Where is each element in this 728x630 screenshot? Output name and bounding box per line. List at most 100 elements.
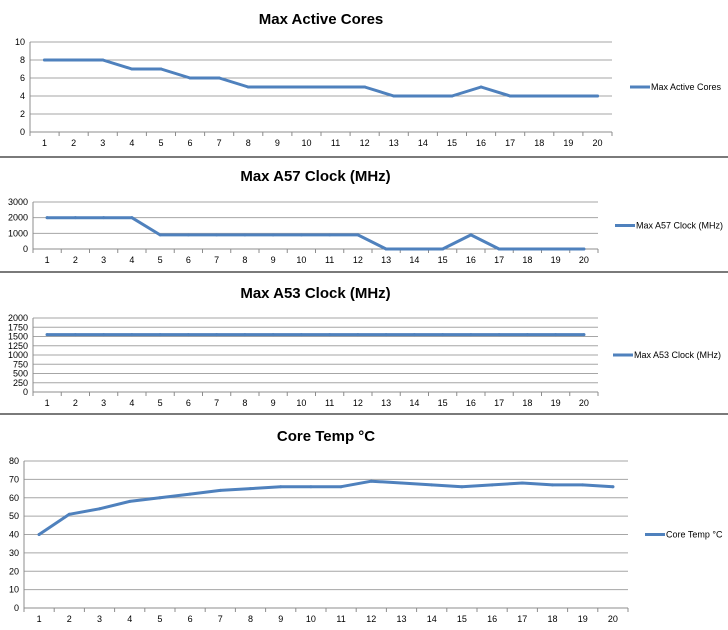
y-tick-label: 0: [23, 387, 28, 397]
data-point: [271, 333, 275, 337]
x-tick-label: 15: [438, 255, 448, 265]
x-tick-label: 4: [129, 138, 134, 148]
chart-title: Max Active Cores: [259, 11, 384, 28]
data-point: [309, 485, 313, 489]
chart-max-a57-clock: Max A57 Clock (MHz) 0 1000 2000 3000 1 2 3 4 5 6 7 8…: [0, 158, 728, 271]
data-point: [551, 483, 554, 487]
x-tick-label: 8: [246, 138, 251, 148]
y-tick-label: 1250: [8, 341, 28, 351]
x-tick-label: 18: [534, 138, 544, 148]
x-tick-label: 12: [353, 398, 363, 408]
data-point: [37, 533, 41, 536]
data-point: [328, 333, 332, 337]
x-tick-label: 19: [551, 255, 561, 265]
data-point: [328, 233, 332, 237]
data-point: [158, 333, 162, 337]
x-tick-label: 1: [45, 255, 50, 265]
x-tick-label: 2: [73, 398, 78, 408]
data-point: [460, 485, 464, 489]
x-tick-label: 1: [45, 398, 50, 408]
x-tick-label: 17: [494, 398, 504, 408]
x-tick-label: 14: [409, 255, 419, 265]
y-tick-label: 20: [9, 566, 19, 576]
y-tick-label: 70: [9, 474, 19, 484]
data-point: [581, 483, 585, 487]
x-tick-label: 9: [278, 614, 283, 624]
legend-label: Max A53 Clock (MHz): [634, 350, 721, 360]
x-tick-label: 18: [522, 255, 532, 265]
data-point: [582, 247, 586, 251]
data-point: [479, 85, 483, 89]
y-tick-label: 3000: [8, 197, 28, 207]
x-tick-label: 12: [353, 255, 363, 265]
x-tick-label: 2: [67, 614, 72, 624]
data-point: [130, 333, 134, 337]
data-point: [582, 333, 586, 337]
x-tick-label: 16: [487, 614, 497, 624]
x-tick-label: 5: [158, 255, 163, 265]
x-tick-label: 4: [129, 255, 134, 265]
x-tick-label: 1: [42, 138, 47, 148]
data-point: [497, 333, 501, 337]
x-tick-label: 15: [447, 138, 457, 148]
x-tick-label: 13: [389, 138, 399, 148]
data-point: [400, 481, 403, 485]
y-tick-label: 2: [20, 109, 25, 119]
data-point: [356, 333, 360, 337]
x-tick-label: 9: [271, 398, 276, 408]
x-tick-label: 4: [127, 614, 132, 624]
x-tick-label: 17: [494, 255, 504, 265]
x-tick-label: 20: [592, 138, 602, 148]
x-tick-label: 14: [427, 614, 437, 624]
data-point: [299, 233, 303, 237]
x-tick-label: 12: [366, 614, 376, 624]
x-tick-label: 20: [608, 614, 618, 624]
x-tick-label: 6: [188, 138, 193, 148]
y-tick-label: 60: [9, 493, 19, 503]
data-point: [246, 85, 250, 89]
data-point: [130, 216, 134, 220]
data-point: [441, 247, 445, 251]
chart-max-a53-clock-svg: Max A53 Clock (MHz) 025050075010001250150…: [8, 285, 721, 408]
data-point: [243, 233, 247, 237]
data-point: [159, 67, 163, 71]
x-tick-label: 7: [214, 255, 219, 265]
data-point: [412, 333, 416, 337]
data-point: [469, 233, 473, 237]
data-point: [595, 94, 599, 98]
series-line: [45, 216, 586, 251]
y-tick-label: 6: [20, 73, 25, 83]
data-point: [73, 333, 77, 337]
x-tick-label: 7: [218, 614, 223, 624]
x-tick-label: 2: [71, 138, 76, 148]
x-tick-label: 3: [100, 138, 105, 148]
data-point: [537, 94, 541, 98]
x-tick-label: 12: [360, 138, 370, 148]
x-tick-label: 6: [188, 614, 193, 624]
data-point: [45, 333, 49, 337]
data-point: [128, 499, 132, 503]
x-tick-label: 15: [457, 614, 467, 624]
data-point: [158, 496, 162, 500]
y-tick-label: 0: [14, 603, 19, 613]
x-tick-label: 10: [296, 255, 306, 265]
data-point: [392, 94, 396, 98]
data-point: [43, 58, 47, 62]
y-tick-label: 8: [20, 55, 25, 65]
x-tick-label: 18: [522, 398, 532, 408]
chart-title: Max A57 Clock (MHz): [240, 168, 390, 185]
x-tick-label: 4: [129, 398, 134, 408]
x-tick-label: 19: [578, 614, 588, 624]
data-point: [243, 333, 247, 337]
y-tick-label: 500: [13, 369, 28, 379]
x-tick-label: 16: [476, 138, 486, 148]
data-point: [158, 233, 162, 237]
data-point: [334, 85, 338, 89]
data-point: [525, 247, 529, 251]
data-point: [67, 512, 71, 516]
x-tick-label: 14: [418, 138, 428, 148]
x-tick-label: 15: [438, 398, 448, 408]
x-tick-label: 5: [157, 614, 162, 624]
series-line: [37, 479, 615, 536]
